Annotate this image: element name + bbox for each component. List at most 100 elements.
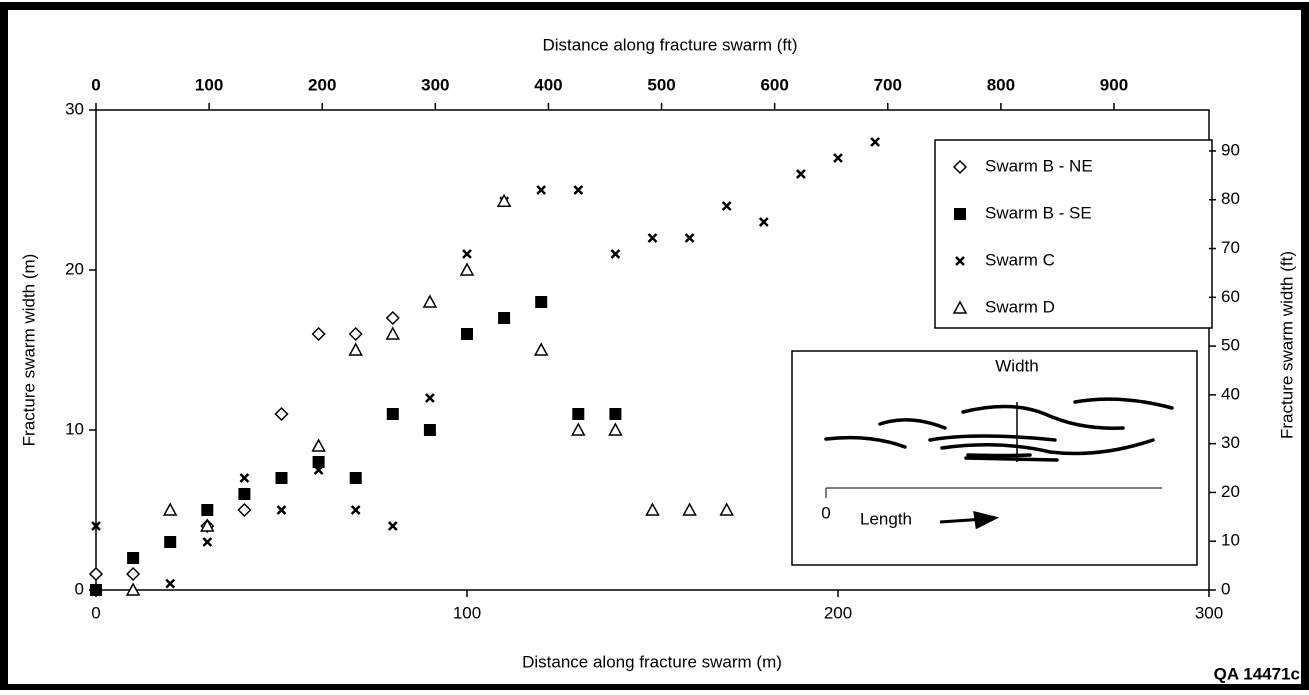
inset-origin-label: 0 — [821, 503, 830, 522]
point — [423, 424, 436, 436]
point — [350, 505, 361, 515]
point — [645, 502, 660, 516]
point — [127, 552, 140, 564]
point — [573, 185, 584, 195]
point — [533, 342, 549, 356]
point — [496, 193, 512, 207]
x2-tick-label: 0 — [91, 75, 100, 94]
x-tick-label: 300 — [1195, 603, 1223, 622]
point — [535, 296, 548, 308]
y2-tick-label: 80 — [1221, 189, 1240, 208]
y-tick-label: 0 — [75, 579, 84, 598]
legend-marker — [952, 159, 968, 175]
x2-tick-label: 800 — [987, 75, 1015, 94]
x2-tick-label: 300 — [421, 75, 449, 94]
point — [425, 393, 435, 403]
point — [126, 566, 141, 582]
point — [459, 262, 475, 276]
y2-tick-label: 60 — [1221, 287, 1240, 306]
y2-tick-label: 50 — [1221, 336, 1240, 355]
point — [88, 566, 104, 582]
point — [274, 406, 289, 422]
y2-tick-label: 70 — [1221, 238, 1240, 257]
point — [276, 505, 287, 515]
point — [348, 342, 363, 356]
point — [682, 502, 697, 516]
y-axis-label: Fracture swarm width (m) — [19, 254, 38, 447]
y-tick-label: 30 — [65, 99, 84, 118]
point — [870, 137, 880, 147]
inset: Width 0 Length — [791, 350, 1198, 566]
point — [237, 502, 252, 518]
y2-tick-label: 20 — [1221, 482, 1240, 501]
x-tick-label: 200 — [824, 603, 852, 622]
point — [833, 153, 843, 163]
point — [608, 422, 623, 436]
length-arrow — [939, 511, 1000, 530]
point — [90, 584, 102, 596]
x2-tick-label: 600 — [760, 75, 788, 94]
point — [387, 521, 398, 531]
point — [684, 233, 695, 243]
point — [239, 473, 250, 483]
point — [385, 310, 400, 326]
point — [125, 582, 141, 596]
x2-tick-label: 400 — [534, 75, 562, 94]
figure-id: QA 14471c — [1214, 664, 1300, 683]
y2-tick-label: 30 — [1221, 433, 1240, 452]
point — [238, 488, 251, 500]
point — [312, 456, 325, 468]
point — [609, 408, 622, 420]
legend-label: Swarm D — [985, 297, 1055, 316]
point — [758, 217, 769, 227]
point — [647, 233, 658, 243]
point — [571, 422, 586, 436]
x-tick-label: 100 — [453, 603, 481, 622]
y-tick-label: 20 — [65, 259, 84, 278]
inset-length-label: Length — [860, 509, 912, 528]
point — [162, 502, 178, 516]
point — [202, 537, 213, 547]
point — [719, 502, 734, 516]
point — [462, 249, 472, 259]
point — [349, 472, 362, 484]
y-tick-label: 10 — [65, 419, 84, 438]
point — [348, 326, 363, 342]
point — [796, 169, 806, 179]
y2-tick-label: 0 — [1221, 579, 1230, 598]
point — [721, 201, 732, 211]
fracture-traces — [824, 397, 1174, 462]
legend — [934, 139, 1213, 329]
point — [386, 408, 399, 420]
point — [461, 328, 473, 340]
legend-marker — [954, 208, 966, 220]
x2-tick-label: 700 — [874, 75, 902, 94]
x2-tick-label: 100 — [195, 75, 223, 94]
point — [610, 249, 621, 259]
point — [572, 408, 585, 420]
legend-label: Swarm B - NE — [985, 156, 1093, 175]
point — [311, 438, 326, 452]
inset-width-label: Width — [995, 356, 1038, 375]
point — [164, 536, 177, 548]
x2-tick-label: 500 — [647, 75, 675, 94]
x-tick-label: 0 — [91, 603, 100, 622]
point — [498, 312, 511, 324]
x-axis-label: Distance along fracture swarm (m) — [522, 652, 782, 671]
point — [275, 472, 288, 484]
legend-label: Swarm C — [985, 250, 1055, 269]
x2-axis-label: Distance along fracture swarm (ft) — [542, 35, 797, 54]
point — [422, 294, 438, 308]
point — [385, 326, 401, 340]
y2-tick-label: 90 — [1221, 140, 1240, 159]
plot-area — [95, 109, 1210, 591]
point — [313, 465, 324, 475]
y2-tick-label: 40 — [1221, 384, 1240, 403]
point — [536, 185, 547, 195]
legend-marker — [952, 300, 968, 314]
point — [201, 504, 214, 516]
point — [200, 518, 215, 532]
y2-tick-label: 10 — [1221, 531, 1240, 550]
